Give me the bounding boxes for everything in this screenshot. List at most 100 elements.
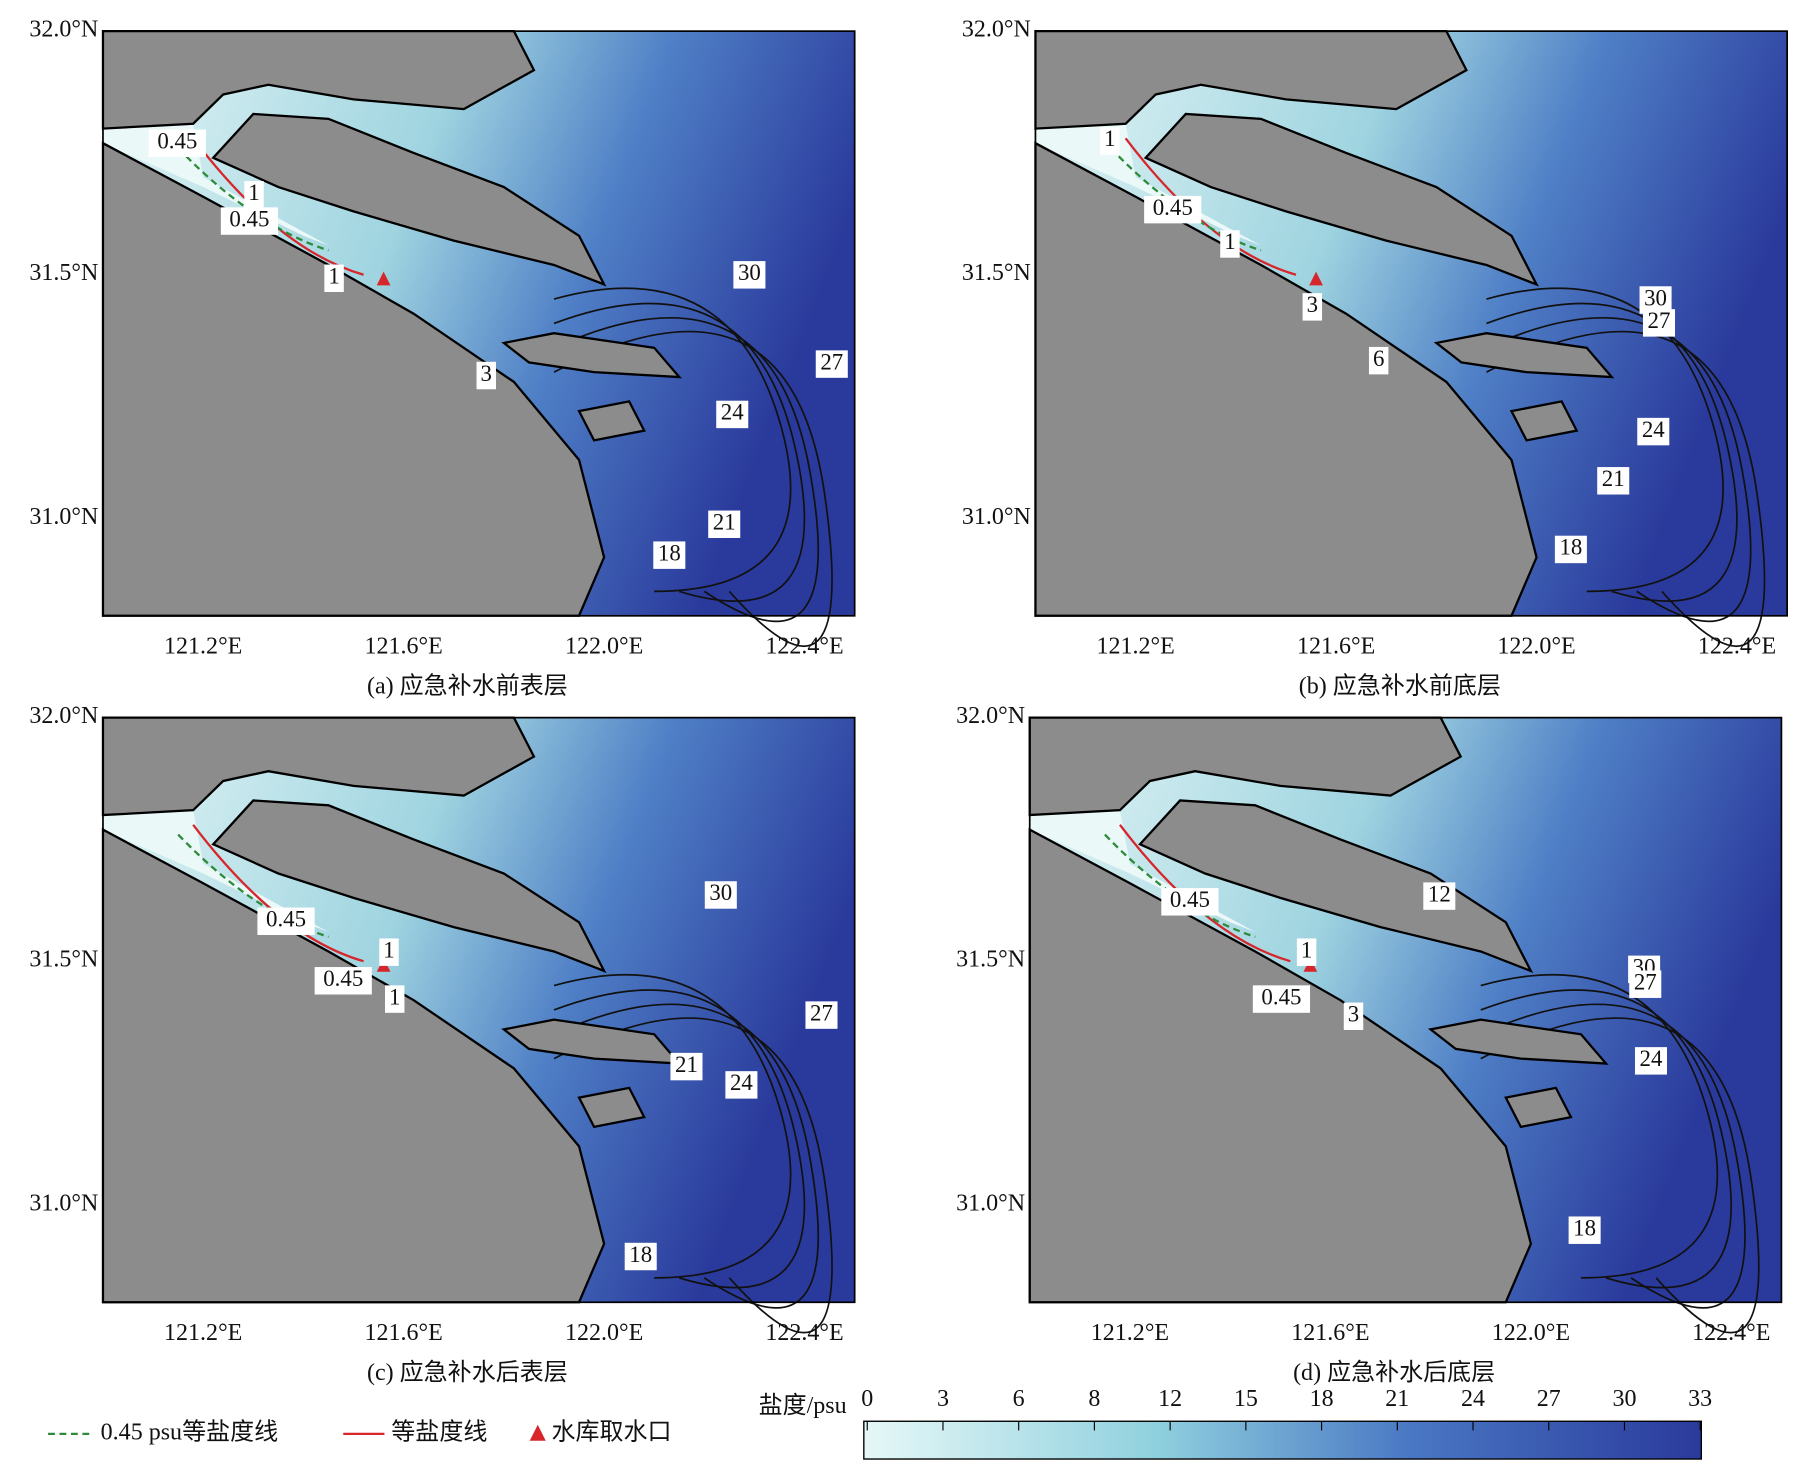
contour-label: 3: [1348, 1001, 1359, 1026]
x-tick-label: 122.4°E: [765, 633, 843, 659]
contour-label: 0.45: [1261, 984, 1301, 1009]
contour-label-bg: [1100, 127, 1120, 155]
y-tick-label: 32.0°N: [29, 17, 98, 43]
contour-label-bg: [1161, 888, 1219, 916]
contour-label-bg: [1296, 938, 1317, 966]
contour-label: 18: [1573, 1215, 1596, 1240]
island: [1509, 400, 1579, 442]
contour-label-bg: [653, 541, 686, 569]
contour-label: 27: [810, 1000, 833, 1025]
contour-label: 3: [481, 361, 492, 386]
contour-label-bg: [1642, 309, 1676, 337]
legend-label: 水库取水口: [551, 1418, 671, 1445]
x-tick-label: 122.0°E: [1492, 1320, 1570, 1346]
colorbar-tick-label: 15: [1234, 1386, 1258, 1412]
contour-label-bg: [1554, 535, 1587, 564]
isohaline-045: [1109, 147, 1262, 252]
contour-label: 1: [389, 984, 400, 1009]
frame: [102, 716, 856, 1304]
contour-line: [1486, 330, 1766, 648]
x-tick-label: 121.2°E: [1097, 633, 1175, 659]
contour-label-bg: [1637, 417, 1670, 446]
y-tick-label: 32.0°N: [962, 17, 1031, 43]
contour-line: [553, 973, 792, 1279]
contour-label-bg: [1144, 195, 1202, 224]
colorbar-tick-label: 27: [1537, 1386, 1561, 1412]
contour-line: [553, 1003, 820, 1309]
frame: [1028, 716, 1783, 1304]
island: [211, 799, 607, 974]
contour-label-bg: [379, 938, 399, 966]
y-tick-label: 31.0°N: [29, 1190, 98, 1216]
y-tick-label: 31.0°N: [956, 1190, 1025, 1216]
contour-label-bg: [1634, 1047, 1668, 1075]
contour-line: [553, 287, 792, 593]
contour-label: 21: [713, 510, 736, 535]
island: [1433, 332, 1615, 379]
y-tick-label: 32.0°N: [956, 703, 1025, 729]
contour-label: 3: [1307, 292, 1318, 317]
isohaline-045: [1104, 833, 1256, 938]
x-tick-label: 121.2°E: [164, 1320, 242, 1346]
contour-label-bg: [704, 881, 737, 909]
contour-label-bg: [1597, 467, 1630, 495]
contour-label-bg: [1368, 346, 1389, 375]
contour-label: 0.45: [1153, 195, 1193, 220]
land: [101, 716, 536, 817]
contour-label-bg: [1252, 985, 1311, 1013]
x-tick-label: 122.4°E: [765, 1320, 843, 1346]
contour-label-bg: [385, 985, 405, 1013]
contour-label: 30: [1644, 285, 1667, 310]
panel-caption: (c) 应急补水后表层: [367, 1359, 568, 1386]
contour-label-bg: [716, 400, 749, 429]
y-tick-label: 31.5°N: [29, 947, 98, 973]
contour-label: 0.45: [266, 907, 306, 932]
contour-label: 24: [1642, 417, 1665, 442]
contour-label: 18: [1559, 535, 1582, 560]
contour-label-bg: [708, 510, 741, 538]
contour-line: [1480, 973, 1719, 1279]
contour-label: 1: [1301, 937, 1312, 962]
contour-line: [553, 1017, 833, 1334]
x-tick-label: 121.2°E: [1091, 1320, 1169, 1346]
contour-label: 12: [1428, 881, 1451, 906]
contour-label-bg: [733, 261, 766, 289]
x-tick-label: 121.6°E: [364, 633, 442, 659]
contour-label: 24: [1640, 1046, 1663, 1071]
land: [101, 30, 536, 130]
x-tick-label: 122.0°E: [565, 633, 643, 659]
contour-label: 30: [738, 260, 761, 285]
contour-label: 18: [629, 1242, 652, 1267]
colorbar: [863, 1420, 1703, 1460]
river: [102, 123, 379, 265]
contour-label: 0.45: [157, 129, 197, 154]
contour-label-bg: [324, 264, 344, 293]
contour-label-bg: [1343, 1002, 1364, 1030]
colorbar-tick-label: 8: [1088, 1386, 1100, 1412]
frame: [1034, 30, 1788, 617]
panel-caption: (b) 应急补水前底层: [1299, 672, 1501, 699]
contour-label-bg: [314, 967, 372, 995]
x-tick-label: 121.2°E: [164, 633, 242, 659]
contour-label: 1: [248, 180, 259, 205]
contour-label: 24: [730, 1070, 753, 1095]
contour-label: 1: [328, 264, 339, 289]
contour-label: 27: [1634, 969, 1657, 994]
contour-label: 21: [1602, 466, 1625, 491]
contour-line: [1480, 1017, 1760, 1334]
contour-label: 0.45: [323, 966, 363, 991]
colorbar-tick-label: 33: [1688, 1386, 1712, 1412]
contour-label-bg: [1423, 882, 1456, 910]
contour-label-bg: [244, 181, 264, 209]
contour-label-bg: [815, 350, 848, 378]
y-tick-label: 31.5°N: [29, 260, 98, 286]
x-tick-label: 122.0°E: [565, 1320, 643, 1346]
legend-label: 等盐度线: [391, 1418, 487, 1445]
y-tick-label: 31.0°N: [962, 504, 1031, 530]
intake-marker: [1309, 271, 1323, 286]
contour-label: 27: [820, 349, 843, 374]
contour-label-bg: [670, 1052, 703, 1081]
colorbar-tick-label: 6: [1013, 1386, 1025, 1412]
legend-label: 0.45 psu等盐度线: [101, 1418, 278, 1445]
